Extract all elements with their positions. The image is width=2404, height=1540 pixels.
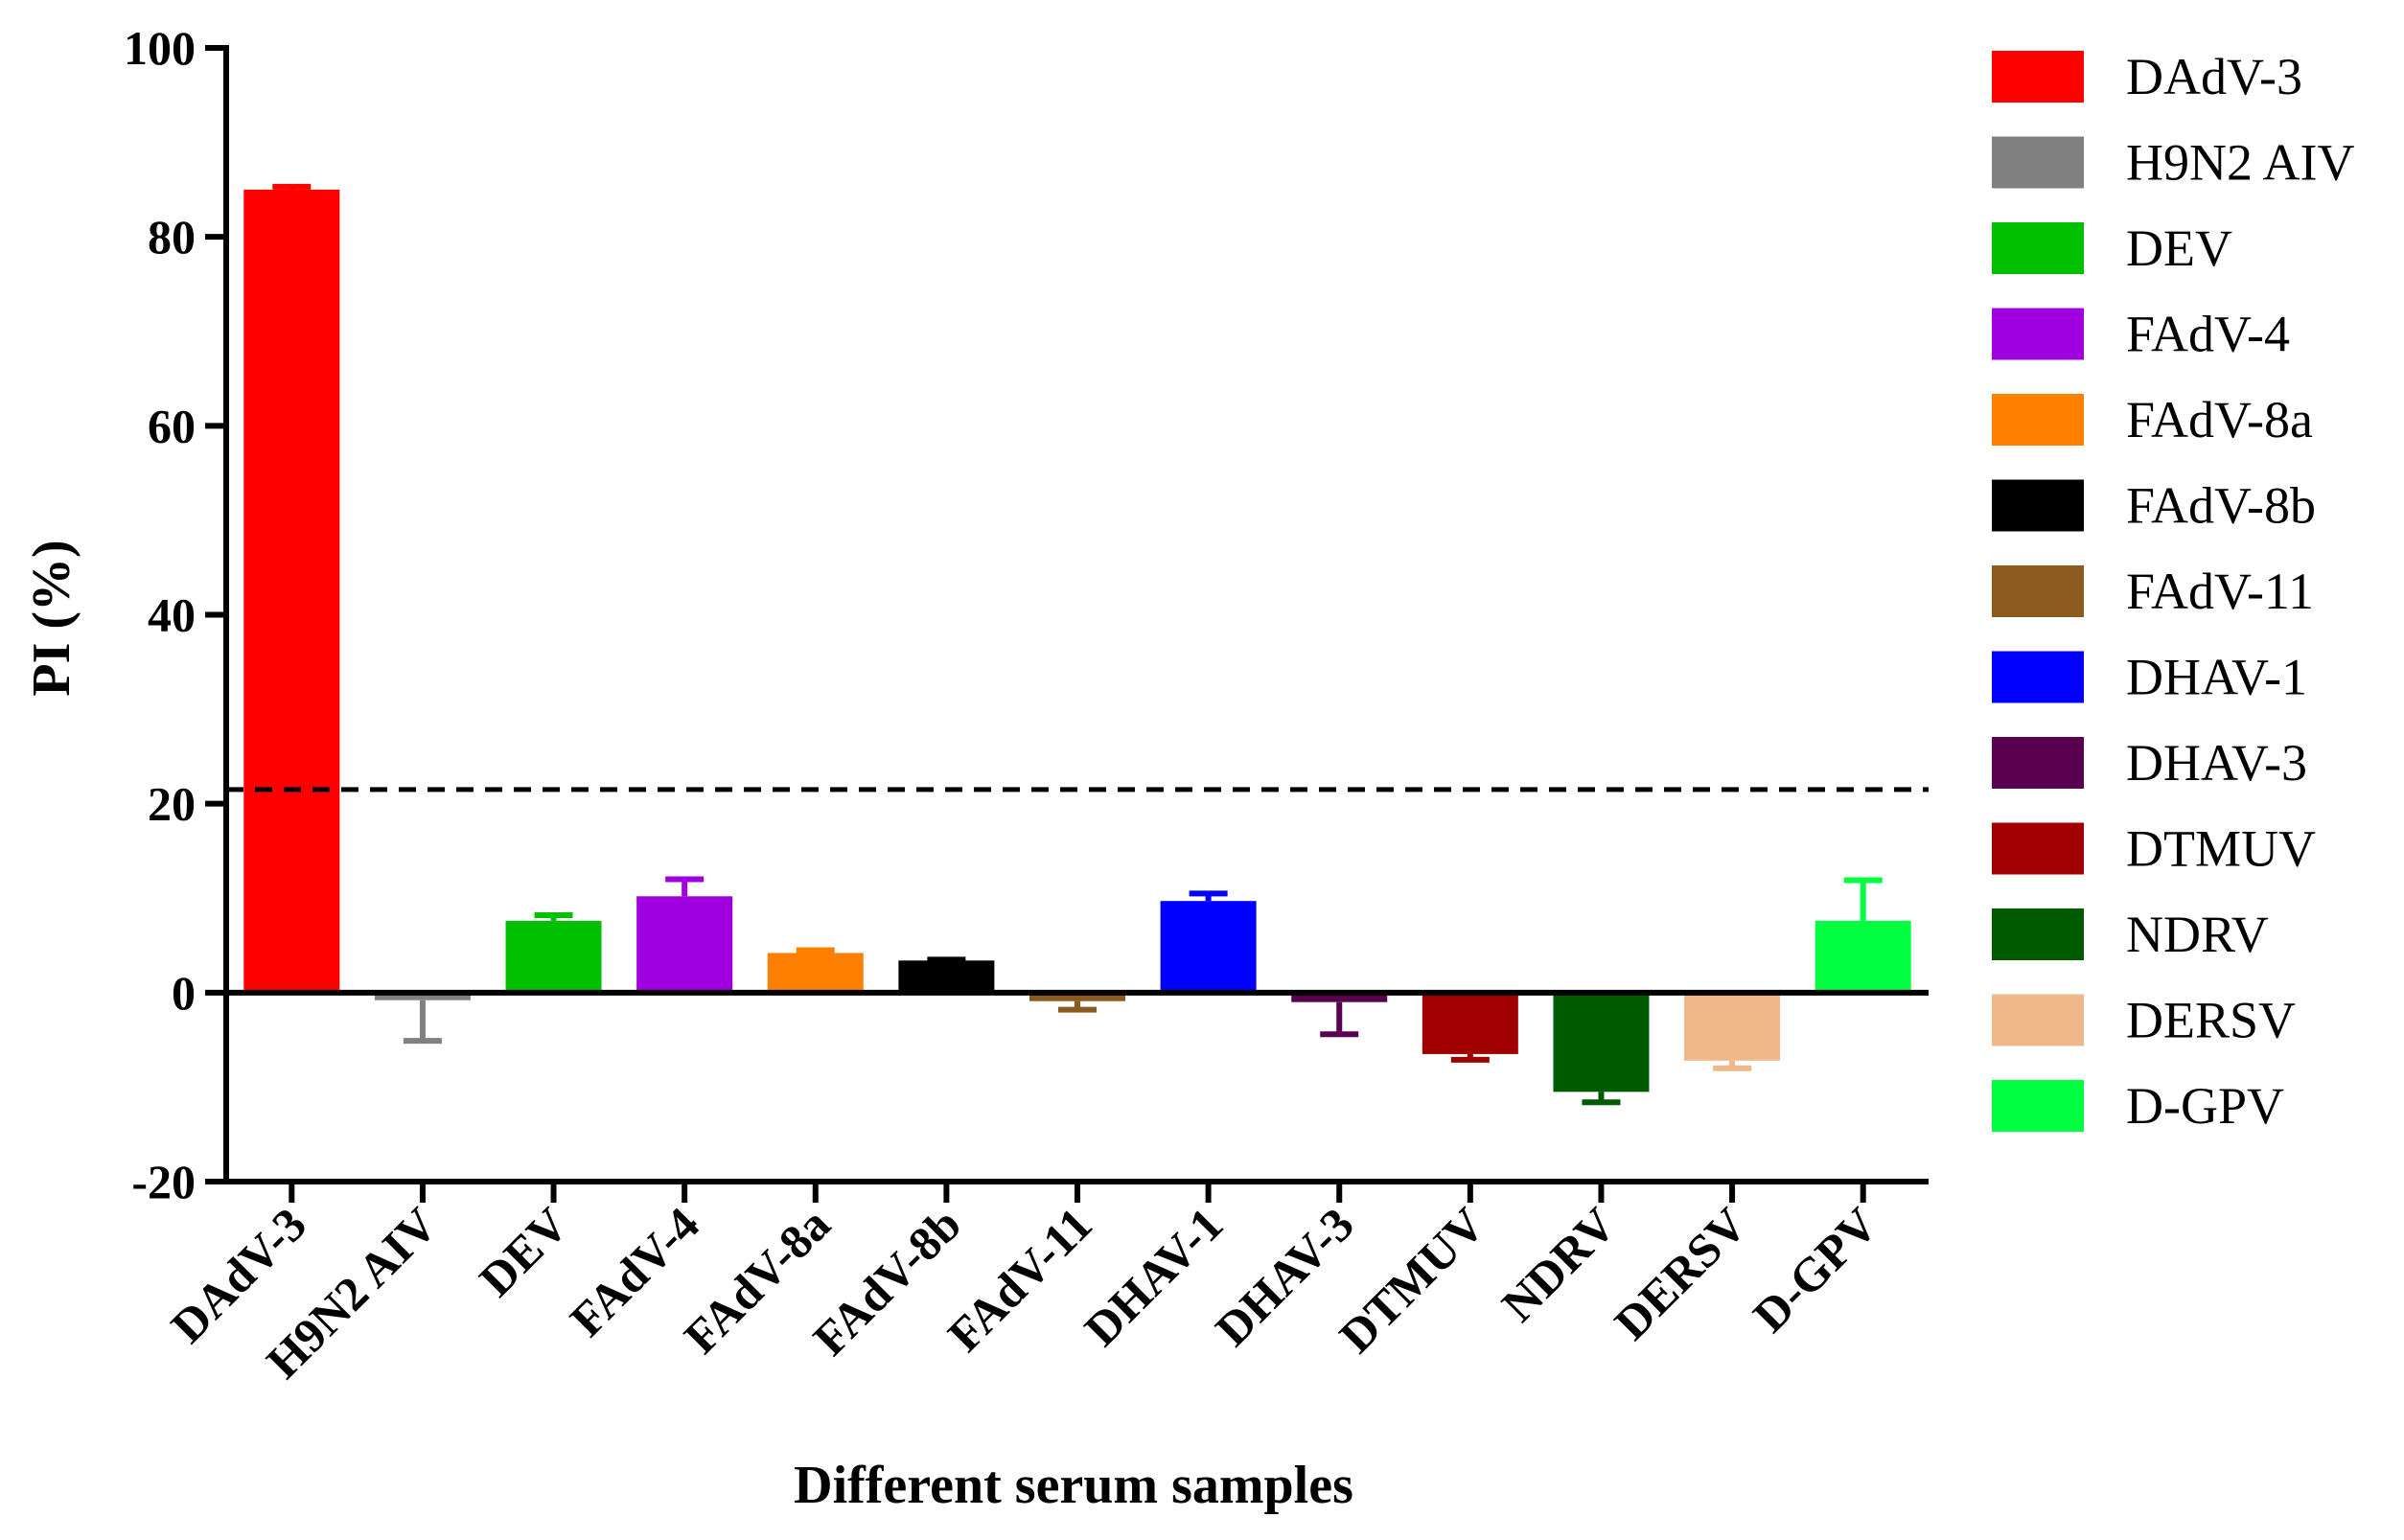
legend-item: FAdV-8b <box>1992 477 2316 535</box>
legend-label: FAdV-11 <box>2126 563 2314 620</box>
y-tick-label: -20 <box>131 1155 196 1208</box>
error-bar-h9n2-aiv <box>403 1000 442 1045</box>
legend-item: FAdV-11 <box>1992 563 2314 620</box>
bar-fadv-4 <box>636 896 733 993</box>
y-tick-label: 0 <box>172 966 196 1020</box>
bar-dadv-3 <box>243 189 340 993</box>
legend-swatch <box>1992 822 2084 875</box>
y-tick-label: 80 <box>148 210 196 264</box>
x-tick-label: FAdV-11 <box>937 1197 1102 1362</box>
legend-swatch <box>1992 394 2084 446</box>
legend-swatch <box>1992 994 2084 1046</box>
legend-label: FAdV-8b <box>2126 477 2316 535</box>
x-tick-label: DHAV-1 <box>1074 1197 1233 1356</box>
legend-swatch <box>1992 308 2084 360</box>
y-tick-label: 40 <box>148 588 196 642</box>
error-bar-dhav-1 <box>1189 890 1228 902</box>
legend-swatch <box>1992 222 2084 274</box>
error-bar-d-gpv <box>1843 877 1883 921</box>
legend: DAdV-3 H9N2 AIV DEV FAdV-4 FAdV-8a FAdV-8b FAd… <box>1992 48 2355 1135</box>
x-tick-label: DEV <box>469 1197 578 1306</box>
legend-item: FAdV-8a <box>1992 391 2313 448</box>
error-bar-dhav-3 <box>1320 1001 1359 1038</box>
x-tick-label: DERSV <box>1604 1197 1756 1349</box>
legend-swatch <box>1992 908 2084 960</box>
legend-item: DHAV-3 <box>1992 734 2307 792</box>
error-bar-dadv-3 <box>272 183 312 190</box>
legend-item: DAdV-3 <box>1992 48 2302 105</box>
legend-label: D-GPV <box>2126 1077 2284 1135</box>
bar-dersv <box>1684 992 1781 1061</box>
y-tick-label: 100 <box>124 21 196 75</box>
legend-swatch <box>1992 565 2084 617</box>
legend-label: DEV <box>2126 219 2232 277</box>
error-bar-fadv-8a <box>796 947 835 954</box>
legend-label: FAdV-4 <box>2126 306 2290 363</box>
legend-item: NDRV <box>1992 906 2269 963</box>
legend-item: FAdV-4 <box>1992 306 2290 363</box>
y-tick-label: 20 <box>148 777 196 831</box>
legend-item: DTMUV <box>1992 820 2316 878</box>
bar-fadv-11 <box>1029 992 1125 1001</box>
legend-label: DHAV-3 <box>2126 734 2307 792</box>
error-bar-ndrv <box>1582 1092 1621 1106</box>
legend-item: H9N2 AIV <box>1992 134 2355 192</box>
legend-swatch <box>1992 737 2084 789</box>
legend-label: DAdV-3 <box>2126 48 2302 105</box>
x-tick-label: D-GPV <box>1743 1197 1888 1343</box>
bar-fadv-8a <box>767 953 864 993</box>
error-bar-dev <box>534 911 573 921</box>
legend-swatch <box>1992 1080 2084 1132</box>
legend-item: D-GPV <box>1992 1077 2284 1135</box>
legend-label: FAdV-8a <box>2126 391 2313 448</box>
legend-label: DHAV-1 <box>2126 649 2307 706</box>
legend-swatch <box>1992 479 2084 532</box>
bar-d-gpv <box>1815 920 1911 993</box>
legend-swatch <box>1992 651 2084 703</box>
legend-label: DTMUV <box>2126 820 2316 878</box>
y-axis-title: PI (%) <box>22 540 81 696</box>
bar-dev <box>505 920 602 993</box>
legend-swatch <box>1992 136 2084 189</box>
x-tick-label: DTMUV <box>1329 1197 1494 1363</box>
legend-item: DHAV-1 <box>1992 649 2307 706</box>
legend-label: H9N2 AIV <box>2126 134 2355 192</box>
legend-label: NDRV <box>2126 906 2269 963</box>
legend-item: DEV <box>1992 219 2232 277</box>
legend-label: DERSV <box>2126 992 2296 1049</box>
x-axis-title: Different serum samples <box>794 1456 1353 1515</box>
bar-ndrv <box>1553 992 1650 1092</box>
bar-fadv-8b <box>898 960 995 993</box>
error-bar-fadv-11 <box>1058 1000 1097 1013</box>
legend-item: DERSV <box>1992 992 2296 1049</box>
x-tick-label: FAdV-8b <box>802 1197 971 1366</box>
error-bar-dersv <box>1713 1060 1752 1071</box>
y-tick-label: 60 <box>148 399 196 452</box>
error-bar-dtmuv <box>1450 1053 1490 1063</box>
legend-swatch <box>1992 51 2084 103</box>
bar-h9n2-aiv <box>374 992 471 1000</box>
error-bar-fadv-4 <box>665 876 705 897</box>
bar-dtmuv <box>1422 992 1518 1054</box>
error-bar-fadv-8b <box>927 956 966 963</box>
bar-dhav-3 <box>1291 992 1388 1002</box>
bar-dhav-1 <box>1160 901 1257 993</box>
